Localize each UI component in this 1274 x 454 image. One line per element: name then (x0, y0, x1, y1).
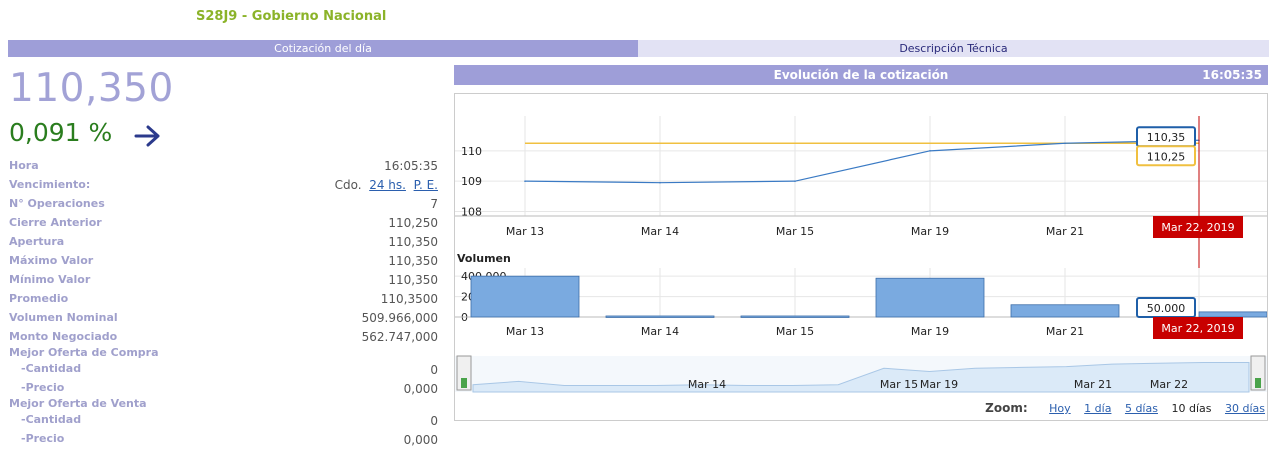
label-mejor-oferta-compra: Mejor Oferta de Compra (9, 346, 159, 359)
value-vencimiento: Cdo. 24 hs. P. E. (335, 176, 438, 194)
value-apertura: 110,350 (388, 235, 438, 249)
zoom-option-10-dias[interactable]: 10 días (1171, 402, 1212, 415)
price-point-4 (1064, 142, 1066, 145)
navigator-label-0: Mar 14 (688, 378, 726, 391)
label-mejor-oferta-venta: Mejor Oferta de Venta (9, 397, 147, 410)
price-ytick-2: 110 (461, 145, 482, 158)
value-compra-cantidad: 0 (430, 363, 438, 377)
price-point-2 (794, 180, 796, 182)
label-apertura: Apertura (9, 235, 65, 248)
volume-bar-1 (605, 315, 715, 318)
zoom-option-hoy[interactable]: Hoy (1049, 402, 1071, 415)
value-venta-cantidad: 0 (430, 414, 438, 428)
label-promedio: Promedio (9, 292, 69, 305)
price-xtick-4: Mar 21 (1046, 225, 1084, 238)
zoom-option-1-dia[interactable]: 1 día (1084, 402, 1112, 415)
navigator-handle-right-grip (1255, 378, 1261, 388)
tab-descripcion-tecnica[interactable]: Descripción Técnica (638, 40, 1269, 57)
label-compra-precio: -Precio (21, 381, 65, 394)
zoom-controls: Zoom: Hoy 1 día 5 días 10 días 30 días (985, 401, 1265, 415)
chart-header-title: Evolución de la cotización (773, 68, 949, 82)
value-operaciones: 7 (430, 197, 438, 211)
crosshair-label-price: Mar 22, 2019 (1161, 221, 1234, 234)
label-compra-cantidad: -Cantidad (21, 362, 82, 375)
label-cierre-anterior: Cierre Anterior (9, 216, 102, 229)
volume-title: Volumen (457, 252, 511, 265)
volume-xtick-2: Mar 15 (776, 325, 814, 338)
price-series-line (524, 139, 1200, 184)
zoom-option-5-dias[interactable]: 5 días (1124, 402, 1158, 415)
price-point-0 (524, 180, 526, 182)
vencimiento-cdo: Cdo. (334, 178, 362, 192)
crosshair-label-price-box (1153, 216, 1243, 238)
link-24hs[interactable]: 24 hs. (369, 178, 406, 192)
variation-percent: 0,091 % (9, 118, 113, 147)
zoom-option-30-dias[interactable]: 30 días (1224, 402, 1265, 415)
chart-container: 108 109 110 Mar 13 Mar 14 Mar 15 Mar 19 Mar 21 1… (454, 93, 1268, 421)
price-xtick-0: Mar 13 (506, 225, 544, 238)
value-venta-precio: 0,000 (403, 433, 438, 447)
tab-cotizacion[interactable]: Cotización del día (8, 40, 638, 57)
price-point-3 (929, 150, 931, 152)
label-vencimiento: Vencimiento: (9, 178, 91, 191)
crosshair-label-volume: Mar 22, 2019 (1161, 322, 1234, 335)
arrow-right-icon (134, 124, 162, 152)
navigator-label-3: Mar 21 (1074, 378, 1112, 391)
price-ytick-0: 108 (461, 205, 482, 218)
navigator-label-1: Mar 15 (880, 378, 918, 391)
navigator-label-4: Mar 22 (1150, 378, 1188, 391)
label-venta-cantidad: -Cantidad (21, 413, 82, 426)
value-volumen-nominal: 509.966,000 (361, 311, 438, 325)
price-xtick-1: Mar 14 (641, 225, 679, 238)
value-compra-precio: 0,000 (403, 382, 438, 396)
volume-xtick-4: Mar 21 (1046, 325, 1084, 338)
price-xtick-2: Mar 15 (776, 225, 814, 238)
label-maximo: Máximo Valor (9, 254, 94, 267)
value-cierre-anterior: 110,250 (388, 216, 438, 230)
label-operaciones: N° Operaciones (9, 197, 105, 210)
last-price: 110,350 (9, 66, 174, 111)
volume-bar-2 (740, 315, 850, 318)
chart-header: Evolución de la cotización 16:05:35 (454, 65, 1268, 85)
value-promedio: 110,3500 (380, 292, 438, 306)
value-hora: 16:05:35 (384, 159, 438, 173)
volume-bar-0 (470, 275, 580, 318)
link-pe[interactable]: P. E. (413, 178, 438, 192)
navigator-handle-right (1250, 355, 1266, 391)
navigator-handle-left-grip (461, 378, 467, 388)
volume-bar-3 (875, 277, 985, 318)
value-maximo: 110,350 (388, 254, 438, 268)
value-minimo: 110,350 (388, 273, 438, 287)
label-volumen-nominal: Volumen Nominal (9, 311, 118, 324)
volume-bar-5 (1198, 311, 1267, 318)
volume-bar-4 (1010, 304, 1120, 318)
label-venta-precio: -Precio (21, 432, 65, 445)
value-monto-negociado: 562.747,000 (361, 330, 438, 344)
label-monto-negociado: Monto Negociado (9, 330, 118, 343)
volume-xtick-0: Mar 13 (506, 325, 544, 338)
price-xtick-3: Mar 19 (911, 225, 949, 238)
label-minimo: Mínimo Valor (9, 273, 91, 286)
callout-last-price-label: 110,35 (1147, 131, 1186, 144)
price-point-1 (659, 181, 661, 184)
volume-xtick-1: Mar 14 (641, 325, 679, 338)
callout-reference (1136, 145, 1196, 167)
price-ytick-1: 109 (461, 175, 482, 188)
callout-reference-label: 110,25 (1147, 150, 1186, 163)
zoom-label: Zoom: (985, 401, 1028, 415)
volume-xtick-3: Mar 19 (911, 325, 949, 338)
crosshair-label-volume-box (1153, 317, 1243, 339)
navigator-handle-left (456, 355, 472, 391)
navigator-label-2: Mar 19 (920, 378, 958, 391)
chart-header-time: 16:05:35 (1202, 68, 1262, 82)
page-title: S28J9 - Gobierno Nacional (196, 9, 387, 24)
callout-last-volume-label: 50.000 (1147, 302, 1186, 315)
navigator-series (472, 361, 1250, 393)
label-hora: Hora (9, 159, 39, 172)
